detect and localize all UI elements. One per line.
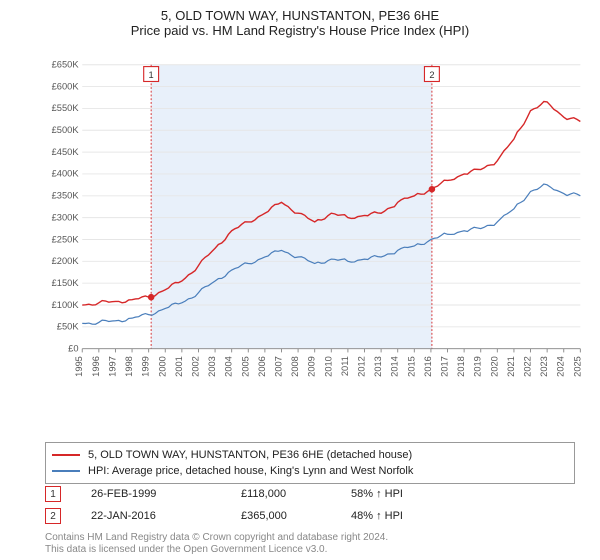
x-tick-label: 2008 <box>290 356 300 377</box>
y-tick-label: £0 <box>68 343 78 353</box>
footer: Contains HM Land Registry data © Crown c… <box>45 532 388 556</box>
x-tick-label: 2023 <box>539 356 549 377</box>
shaded-band <box>151 65 432 349</box>
legend-label: 5, OLD TOWN WAY, HUNSTANTON, PE36 6HE (d… <box>88 449 412 461</box>
marker-badge-2: 2 <box>45 508 61 524</box>
x-tick-label: 2011 <box>340 356 350 376</box>
x-tick-label: 2000 <box>157 356 167 377</box>
page-container: 5, OLD TOWN WAY, HUNSTANTON, PE36 6HE Pr… <box>0 0 600 560</box>
x-tick-label: 2019 <box>473 356 483 377</box>
marker-box-label: 1 <box>149 70 154 80</box>
title-main: 5, OLD TOWN WAY, HUNSTANTON, PE36 6HE <box>0 8 600 23</box>
footer-line-1: Contains HM Land Registry data © Crown c… <box>45 532 388 544</box>
x-tick-label: 2017 <box>440 356 450 377</box>
marker-date-1: 26-FEB-1999 <box>91 488 211 500</box>
x-tick-label: 2006 <box>257 356 267 377</box>
legend-label: HPI: Average price, detached house, King… <box>88 465 413 477</box>
title-sub: Price paid vs. HM Land Registry's House … <box>0 23 600 38</box>
legend: 5, OLD TOWN WAY, HUNSTANTON, PE36 6HE (d… <box>45 442 575 484</box>
x-tick-label: 2025 <box>572 356 582 377</box>
legend-swatch <box>52 454 80 456</box>
x-tick-label: 2014 <box>390 356 400 377</box>
x-tick-label: 1997 <box>107 356 117 377</box>
y-tick-label: £600K <box>52 81 80 91</box>
marker-hpi-1: 58% ↑ HPI <box>351 488 451 500</box>
x-tick-label: 2003 <box>207 356 217 377</box>
y-tick-label: £100K <box>52 300 80 310</box>
footer-line-2: This data is licensed under the Open Gov… <box>45 544 388 556</box>
marker-hpi-2: 48% ↑ HPI <box>351 510 451 522</box>
marker-price-2: £365,000 <box>241 510 321 522</box>
marker-date-2: 22-JAN-2016 <box>91 510 211 522</box>
x-tick-label: 2013 <box>373 356 383 377</box>
legend-row: HPI: Average price, detached house, King… <box>52 463 568 479</box>
x-tick-label: 2022 <box>523 356 533 377</box>
x-tick-label: 2018 <box>456 356 466 377</box>
marker-dot <box>148 294 155 301</box>
y-tick-label: £150K <box>52 278 80 288</box>
y-tick-label: £550K <box>52 103 80 113</box>
x-tick-label: 2015 <box>406 356 416 377</box>
x-tick-label: 2009 <box>307 356 317 377</box>
marker-badge-1: 1 <box>45 486 61 502</box>
y-tick-label: £450K <box>52 147 80 157</box>
x-tick-label: 1999 <box>141 356 151 377</box>
x-tick-label: 2016 <box>423 356 433 377</box>
title-block: 5, OLD TOWN WAY, HUNSTANTON, PE36 6HE Pr… <box>0 0 600 38</box>
marker-box-label: 2 <box>429 70 434 80</box>
x-tick-label: 2020 <box>489 356 499 377</box>
y-tick-label: £500K <box>52 125 80 135</box>
x-tick-label: 1998 <box>124 356 134 377</box>
legend-swatch <box>52 470 80 472</box>
x-tick-label: 2004 <box>224 356 234 377</box>
x-tick-label: 1995 <box>74 356 84 377</box>
x-tick-label: 2005 <box>240 356 250 377</box>
legend-row: 5, OLD TOWN WAY, HUNSTANTON, PE36 6HE (d… <box>52 447 568 463</box>
y-tick-label: £200K <box>52 256 80 266</box>
x-tick-label: 2001 <box>174 356 184 377</box>
marker-row-1: 1 26-FEB-1999 £118,000 58% ↑ HPI <box>45 486 451 502</box>
x-tick-label: 2021 <box>506 356 516 377</box>
marker-dot <box>429 186 436 193</box>
x-tick-label: 2012 <box>357 356 367 377</box>
chart: £0 £50K £100K £150K £200K £250K £300K £350K £400… <box>45 48 585 398</box>
y-tick-label: £50K <box>57 322 80 332</box>
y-tick-label: £350K <box>52 191 80 201</box>
x-tick-label: 1996 <box>91 356 101 377</box>
marker-price-1: £118,000 <box>241 488 321 500</box>
x-tick-label: 2002 <box>190 356 200 377</box>
y-tick-label: £250K <box>52 234 80 244</box>
x-tick-label: 2024 <box>556 356 566 377</box>
y-tick-label: £650K <box>52 60 80 70</box>
y-tick-label: £400K <box>52 169 80 179</box>
y-tick-label: £300K <box>52 212 80 222</box>
x-tick-label: 2007 <box>273 356 283 377</box>
x-tick-label: 2010 <box>323 356 333 377</box>
marker-row-2: 2 22-JAN-2016 £365,000 48% ↑ HPI <box>45 508 451 524</box>
